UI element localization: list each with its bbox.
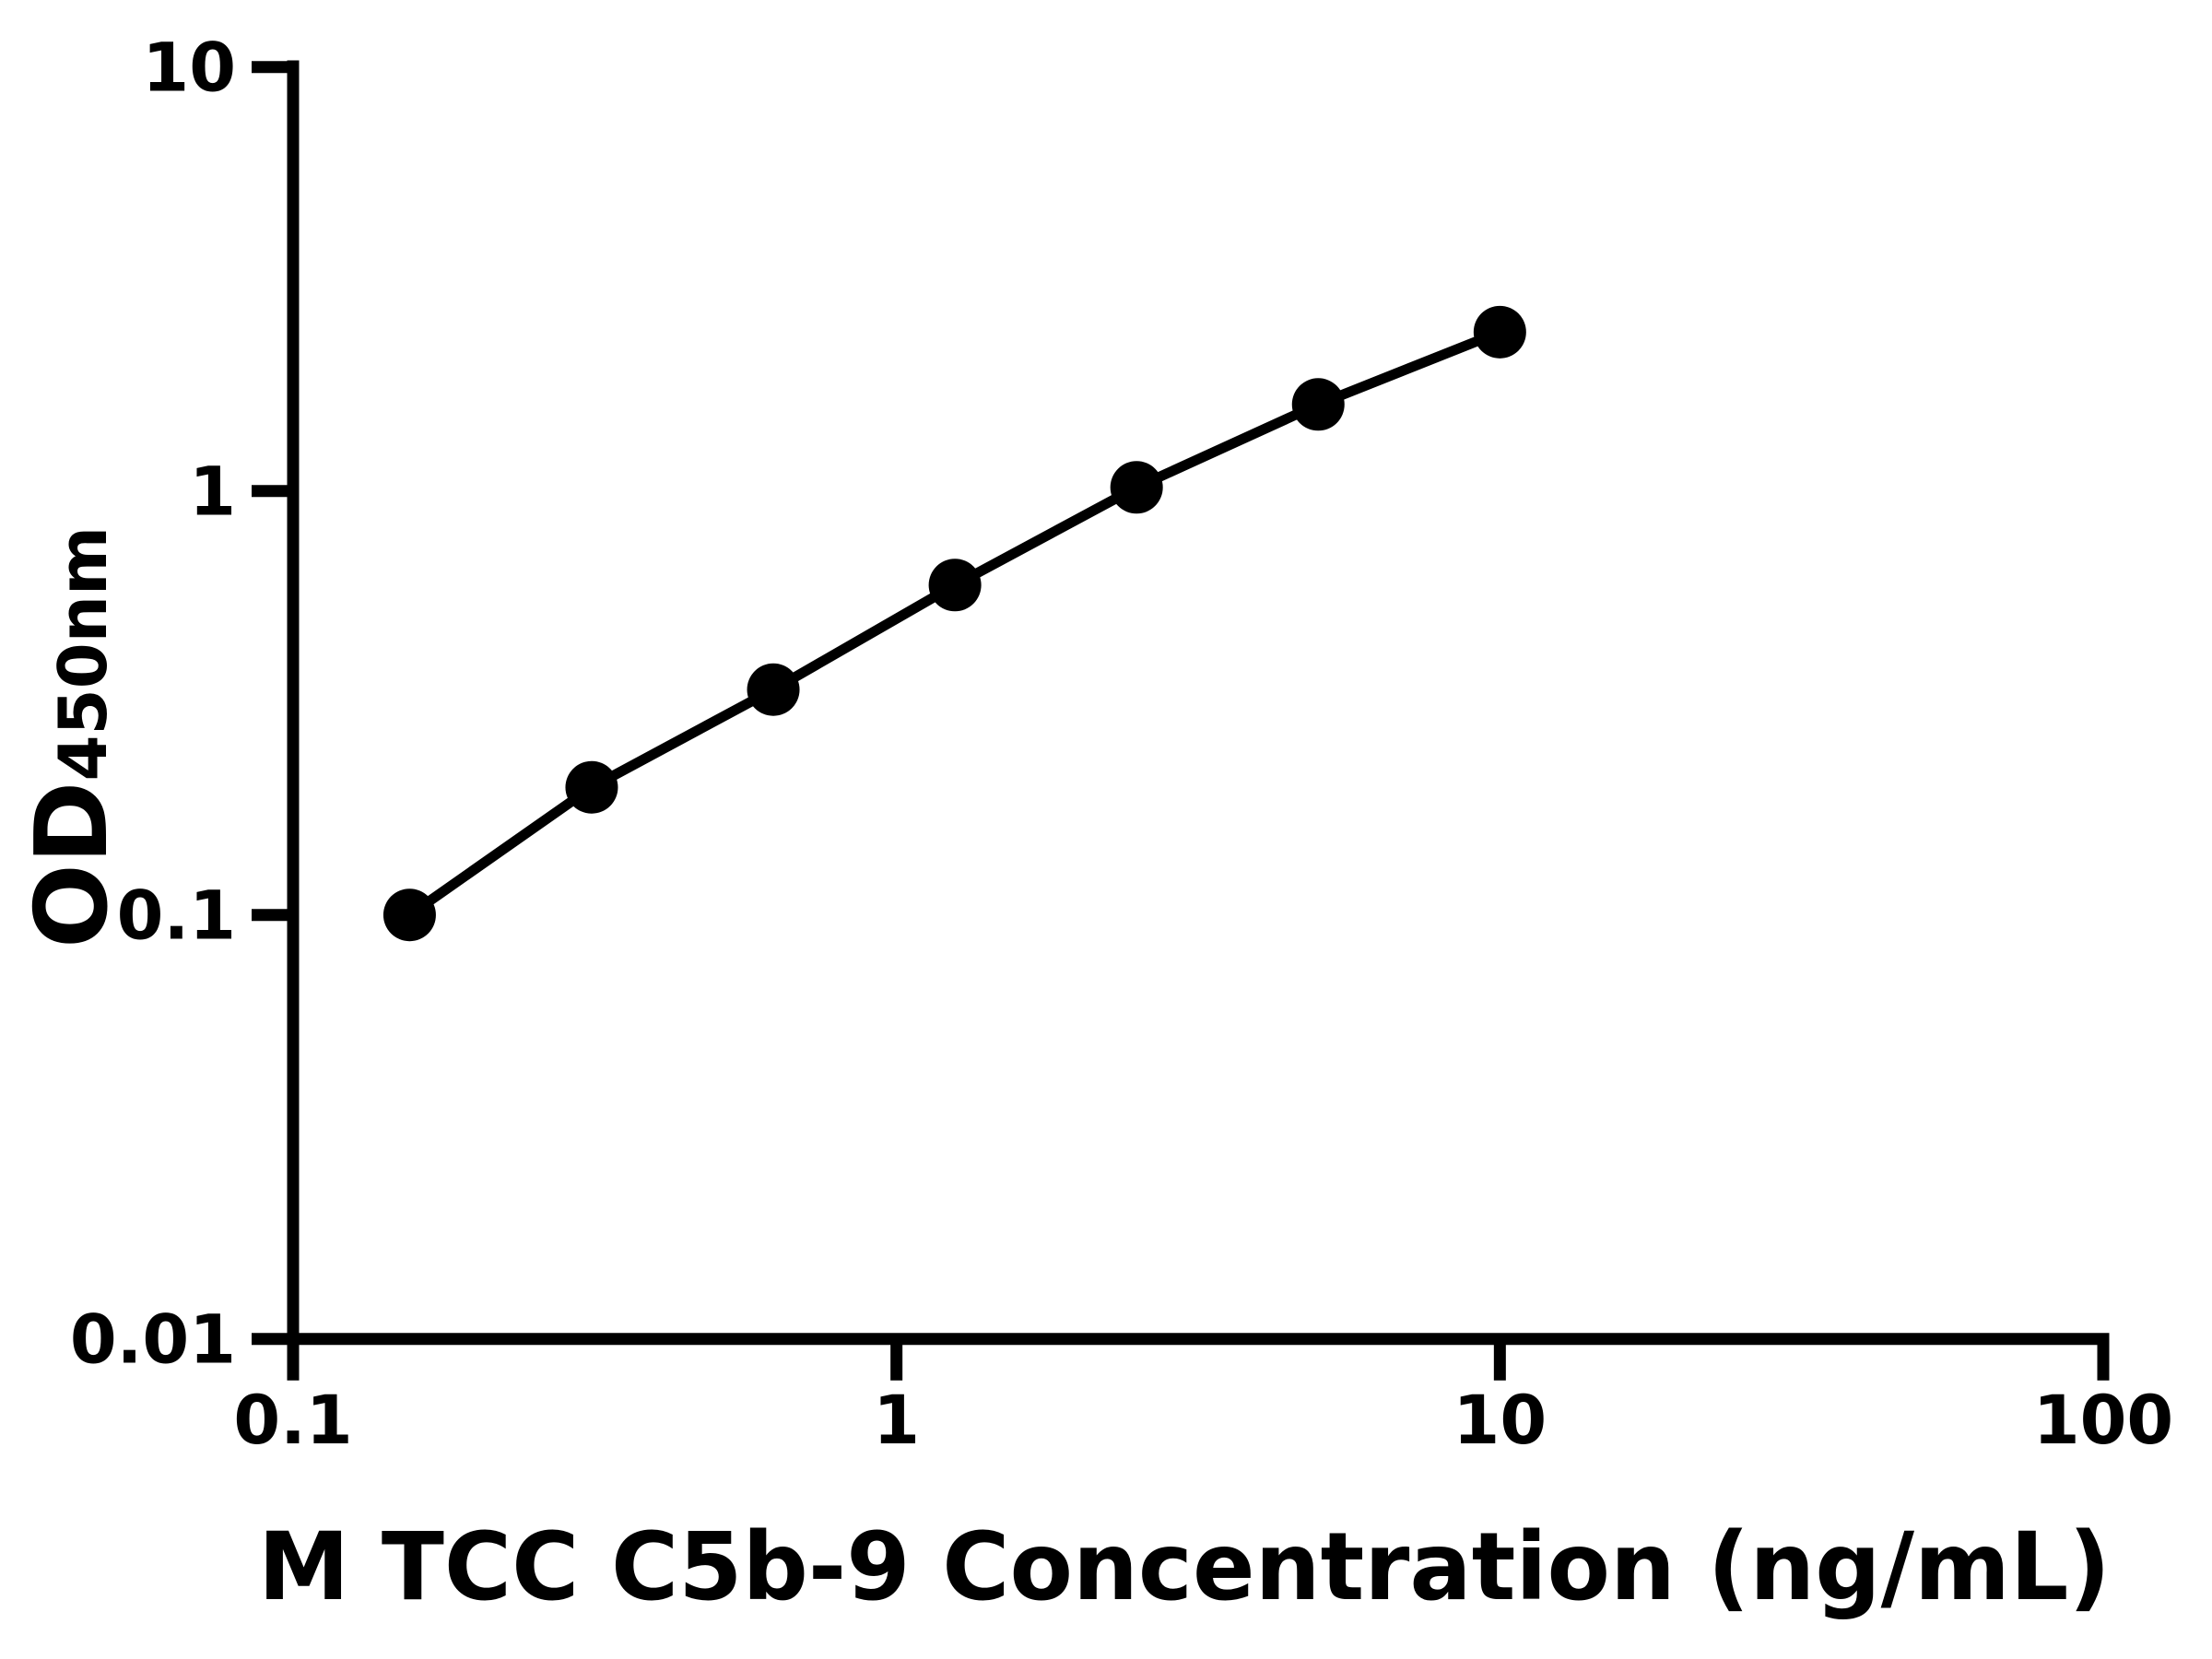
y-axis-title: OD450nm xyxy=(15,526,130,948)
axes xyxy=(287,60,2110,1346)
data-point xyxy=(382,888,436,942)
x-tick-label: 100 xyxy=(2033,1382,2173,1460)
y-tick-label: 0.1 xyxy=(117,877,236,956)
series-layer xyxy=(382,305,1526,942)
y-tick-label: 0.01 xyxy=(70,1301,236,1380)
axis-spine xyxy=(287,60,2110,1346)
data-point xyxy=(1110,461,1163,514)
x-tick-label: 10 xyxy=(1453,1382,1547,1460)
y-tick-label: 1 xyxy=(189,453,236,532)
y-axis-title-main: OD xyxy=(15,782,130,948)
data-point xyxy=(1291,378,1345,431)
data-point xyxy=(747,663,800,716)
tick-marks xyxy=(252,61,2110,1381)
x-tick-label: 0.1 xyxy=(233,1382,352,1460)
data-point xyxy=(1473,305,1526,359)
x-axis-title: M TCC C5b-9 Concentration (ng/mL) xyxy=(258,1512,2111,1622)
data-point xyxy=(565,760,618,814)
x-tick-label: 1 xyxy=(873,1382,920,1460)
data-point xyxy=(928,559,982,612)
y-axis-title-subscript: 450nm xyxy=(44,526,122,782)
y-tick-label: 10 xyxy=(142,29,236,108)
